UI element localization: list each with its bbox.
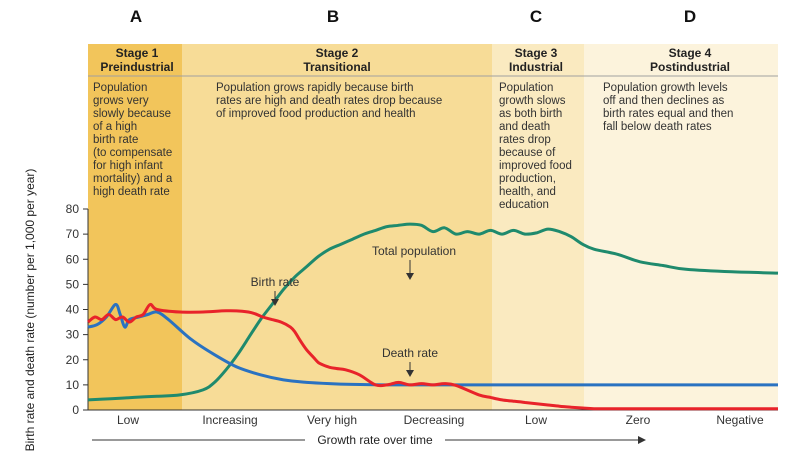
x-tick-label: Zero: [626, 413, 651, 427]
stage-letter-c: C: [530, 7, 542, 26]
stage-3-desc-line: growth slows: [499, 95, 566, 107]
y-tick-label: 70: [66, 227, 80, 241]
stage-2-desc-line: of improved food production and health: [216, 108, 415, 120]
series-line-birth-rate: [87, 302, 778, 411]
stage-4-title-line2: Postindustrial: [650, 60, 730, 74]
stage-3-title-line1: Stage 3: [515, 46, 558, 60]
arrowhead-death-rate: [406, 370, 414, 377]
stage-1-desc-line: of a high: [93, 121, 137, 133]
stage-2-title-line2: Transitional: [303, 60, 370, 74]
stage-4-desc-line: fall below death rates: [603, 121, 712, 133]
stage-letter-d: D: [684, 7, 696, 26]
stage-1-band: [88, 44, 182, 410]
stage-1-desc-line: Population: [93, 82, 147, 94]
stage-1-desc-line: mortality) and a: [93, 173, 173, 185]
x-axis-ticks: Low Increasing Very high Decreasing Low Zero N…: [117, 413, 764, 427]
stage-3-desc-line: because of: [499, 147, 556, 159]
stage-1-desc-line: (to compensate: [93, 147, 172, 159]
stage-4-title-line1: Stage 4: [669, 46, 712, 60]
x-tick-label: Low: [525, 413, 547, 427]
stage-3-desc-line: rates drop: [499, 134, 551, 146]
x-tick-label: Negative: [716, 413, 764, 427]
stage-1-desc-line: grows very: [93, 95, 149, 107]
stage-1-title-line2: Preindustrial: [100, 60, 173, 74]
y-tick-label: 30: [66, 328, 80, 342]
stage-1-desc-line: birth rate: [93, 134, 138, 146]
stage-1-desc-line: high death rate: [93, 186, 170, 198]
stage-1-description: Population grows very slowly because of …: [93, 82, 173, 198]
x-tick-label: Decreasing: [404, 413, 465, 427]
y-tick-label: 60: [66, 252, 80, 266]
y-axis-label: Birth rate and death rate (number per 1,…: [23, 169, 37, 452]
stage-2-title-line1: Stage 2: [316, 46, 359, 60]
y-tick-label: 0: [72, 403, 79, 417]
stage-4-desc-line: birth rates equal and then: [603, 108, 733, 120]
y-tick-label: 10: [66, 378, 80, 392]
annotation-total-population: Total population: [372, 244, 456, 258]
stage-3-description: Population growth slows as both birth an…: [499, 82, 572, 211]
stage-letter-b: B: [327, 7, 339, 26]
stage-3-desc-line: health, and: [499, 186, 556, 198]
stage-4-desc-line: Population growth levels: [603, 82, 728, 94]
stage-4-description: Population growth levels off and then de…: [603, 82, 733, 133]
x-tick-label: Increasing: [202, 413, 257, 427]
annotation-birth-rate: Birth rate: [251, 275, 300, 289]
stage-4-band: [584, 44, 778, 410]
stage-3-desc-line: as both birth: [499, 108, 562, 120]
x-axis-label: Growth rate over time: [317, 433, 433, 447]
arrowhead-total-population: [406, 273, 414, 280]
series-line-total-population: [87, 222, 779, 402]
stage-4-desc-line: off and then declines as: [603, 95, 725, 107]
y-tick-label: 50: [66, 277, 80, 291]
stage-3-title-line2: Industrial: [509, 60, 563, 74]
y-tick-label: 20: [66, 353, 80, 367]
x-tick-label: Low: [117, 413, 139, 427]
stage-1-desc-line: slowly because: [93, 108, 171, 120]
stage-3-desc-line: production,: [499, 173, 556, 185]
y-axis-ticks: 0 10 20 30 40 50 60 70 80: [66, 202, 88, 417]
y-tick-label: 80: [66, 202, 80, 216]
stage-1-title-line1: Stage 1: [116, 46, 159, 60]
annotation-death-rate: Death rate: [382, 346, 438, 360]
growth-arrowhead: [638, 436, 646, 444]
stage-2-desc-line: Population grows rapidly because birth: [216, 82, 414, 94]
stage-1-desc-line: for high infant: [93, 160, 163, 172]
stage-3-desc-line: and death: [499, 121, 550, 133]
stage-2-description: Population grows rapidly because birth r…: [216, 82, 442, 120]
y-tick-label: 40: [66, 303, 80, 317]
stage-3-desc-line: education: [499, 199, 549, 211]
x-tick-label: Very high: [307, 413, 357, 427]
arrowhead-birth-rate: [271, 299, 279, 306]
stage-3-desc-line: improved food: [499, 160, 572, 172]
stage-2-desc-line: rates are high and death rates drop beca…: [216, 95, 442, 107]
stage-3-band: [492, 44, 584, 410]
stage-2-band: [182, 44, 492, 410]
stage-3-desc-line: Population: [499, 82, 553, 94]
stage-letter-a: A: [130, 7, 142, 26]
series-line-death-rate: [87, 303, 778, 387]
